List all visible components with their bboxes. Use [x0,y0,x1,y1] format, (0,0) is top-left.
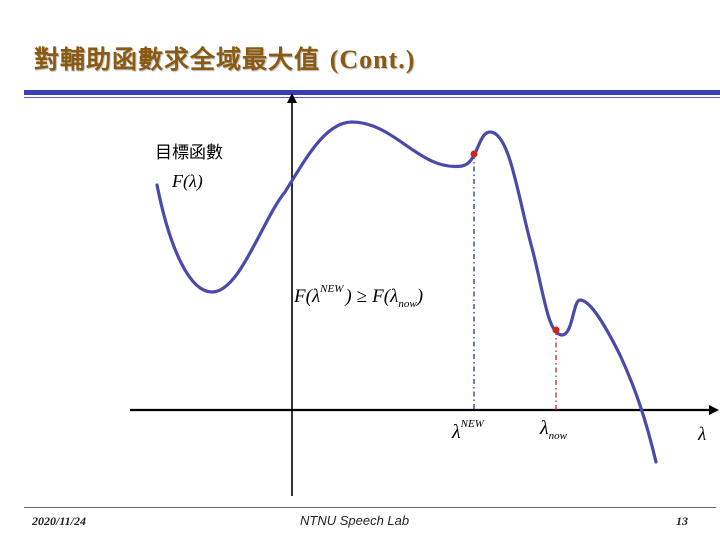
now-lambda-mark-sub: now [549,430,568,442]
objective-curve [155,120,658,464]
footer-rule [24,507,716,508]
now-lambda-mark: λnow [539,417,568,442]
inequality-right-sub: now [398,298,417,310]
now-lambda-point [552,326,560,334]
inequality-right-f: F( [371,286,392,307]
new-lambda-mark-sup: NEW [460,418,485,430]
objective-label: 目標函數 [155,143,223,163]
new-lambda-mark-symbol: λ [451,421,461,443]
inequality-label: F(λNEW) ≥ F(λnow) [293,283,423,310]
function-label: F(λ) [171,171,203,192]
inequality-left-f: F( [293,286,314,307]
footer-lab: NTNU Speech Lab [300,513,410,528]
inequality-relation: ≥ [357,286,367,307]
slide-title-cjk: 對輔助函數求全域最大值 [34,45,321,74]
inequality-left-sup: NEW [319,283,344,295]
now-lambda-mark-symbol: λ [539,417,549,439]
footer-page-number: 13 [676,514,688,528]
new-lambda-point [470,150,478,158]
inequality-left-lambda: λ [311,286,320,307]
header-rule-thin [24,97,720,98]
inequality-right-lambda: λ [389,286,398,307]
slide-title-latin: (Cont.) [329,45,416,74]
new-lambda-mark: λNEW [451,418,485,443]
slide-title: 對輔助函數求全域最大值 (Cont.) [34,40,415,76]
inequality-left-close: ) [344,286,351,307]
header-rule-thick [24,90,720,95]
footer-date: 2020/11/24 [32,514,87,528]
inequality-right-close: ) [416,286,423,307]
x-axis-label: λ [697,424,706,445]
